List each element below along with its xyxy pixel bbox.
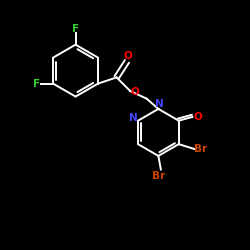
- Text: Br: Br: [194, 144, 207, 154]
- Text: F: F: [72, 24, 79, 34]
- Text: Br: Br: [152, 171, 165, 181]
- Text: O: O: [194, 112, 202, 122]
- Text: N: N: [155, 100, 164, 110]
- Text: O: O: [130, 87, 139, 97]
- Text: F: F: [34, 78, 40, 88]
- Text: O: O: [124, 51, 132, 61]
- Text: N: N: [129, 113, 138, 123]
